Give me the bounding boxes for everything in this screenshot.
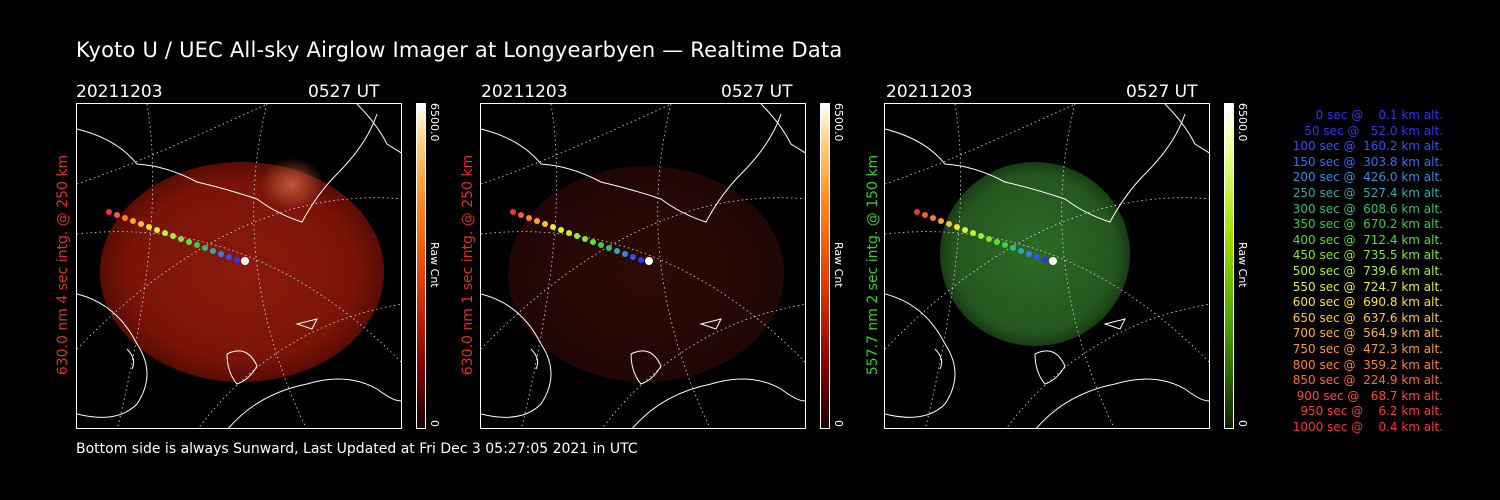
panel-3-date: 20211203 — [886, 82, 973, 102]
panel-3-colorbar-label: Raw Cnt — [1236, 242, 1249, 288]
panel-1-colorbar-max: 6500.0 — [428, 103, 441, 142]
airglow-disc — [940, 162, 1130, 346]
trajectory-legend: 0 sec @ 0.1 km alt. 50 sec @ 52.0 km alt… — [1255, 108, 1443, 435]
legend-item: 500 sec @ 739.6 km alt. — [1288, 263, 1443, 278]
panel-1-colorbar-label: Raw Cnt — [428, 242, 441, 288]
legend-item: 550 sec @ 724.7 km alt. — [1288, 279, 1443, 294]
legend-item: 50 sec @ 52.0 km alt. — [1296, 123, 1443, 138]
legend-item: 1000 sec @ 0.4 km alt. — [1292, 419, 1443, 434]
lat-lon-grid — [885, 104, 1209, 428]
panel-1-colorbar-min: 0 — [428, 420, 441, 427]
legend-item: 250 sec @ 527.4 km alt. — [1288, 185, 1443, 200]
legend-item: 900 sec @ 68.7 km alt. — [1292, 388, 1443, 403]
panel-1-time: 0527 UT — [308, 82, 380, 102]
legend-item: 350 sec @ 670.2 km alt. — [1288, 217, 1443, 232]
panel-2-colorbar-label: Raw Cnt — [832, 242, 845, 288]
panel-1-date: 20211203 — [76, 82, 163, 102]
panel-3-image — [884, 103, 1210, 429]
panel-3-map — [885, 104, 1209, 428]
legend-item: 600 sec @ 690.8 km alt. — [1288, 295, 1443, 310]
lat-lon-grid — [77, 104, 401, 428]
panel-2-map — [481, 104, 805, 428]
legend-item: 0 sec @ 0.1 km alt. — [1304, 108, 1443, 122]
panel-2-date: 20211203 — [481, 82, 568, 102]
legend-item: 150 sec @ 303.8 km alt. — [1288, 154, 1443, 169]
legend-item: 200 sec @ 426.0 km alt. — [1288, 170, 1443, 185]
trajectory — [106, 209, 249, 265]
airglow-disc — [100, 162, 384, 382]
page-title: Kyoto U / UEC All-sky Airglow Imager at … — [76, 38, 843, 62]
panel-1-colorbar — [416, 103, 426, 429]
trajectory — [510, 209, 653, 265]
legend-item: 750 sec @ 472.3 km alt. — [1288, 341, 1443, 356]
panel-3-colorbar-max: 6500.0 — [1236, 103, 1249, 142]
panel-3-colorbar — [1224, 103, 1234, 429]
legend-item: 650 sec @ 637.6 km alt. — [1288, 310, 1443, 325]
panel-2-colorbar-min: 0 — [832, 420, 845, 427]
panel-1-image — [76, 103, 402, 429]
legend-item: 450 sec @ 735.5 km alt. — [1288, 248, 1443, 263]
panel-2-time: 0527 UT — [721, 82, 793, 102]
legend-item: 800 sec @ 359.2 km alt. — [1288, 357, 1443, 372]
legend-item: 400 sec @ 712.4 km alt. — [1288, 232, 1443, 247]
lat-lon-grid — [481, 104, 805, 428]
panel-2-colorbar-max: 6500.0 — [832, 103, 845, 142]
panel-3-time: 0527 UT — [1126, 82, 1198, 102]
panel-3-ylabel: 557.7 nm 2 sec intg. @ 150 km — [865, 154, 881, 376]
legend-item: 100 sec @ 160.2 km alt. — [1288, 139, 1443, 154]
panel-2-ylabel: 630.0 nm 1 sec intg. @ 250 km — [460, 154, 476, 376]
panel-1-map — [77, 104, 401, 428]
trajectory — [914, 209, 1057, 265]
legend-item: 700 sec @ 564.9 km alt. — [1288, 326, 1443, 341]
panel-3-colorbar-min: 0 — [1236, 420, 1249, 427]
legend-item: 850 sec @ 224.9 km alt. — [1288, 373, 1443, 388]
coastlines — [77, 104, 401, 428]
panel-2-image — [480, 103, 806, 429]
coastlines — [481, 104, 805, 428]
legend-item: 300 sec @ 608.6 km alt. — [1288, 201, 1443, 216]
coastlines — [885, 104, 1209, 428]
aurora-glow — [260, 158, 324, 210]
panel-2-colorbar — [820, 103, 830, 429]
airglow-disc — [508, 166, 784, 382]
footer-status: Bottom side is always Sunward, Last Upda… — [76, 441, 638, 457]
legend-item: 950 sec @ 6.2 km alt. — [1296, 404, 1443, 419]
panel-1-ylabel: 630.0 nm 4 sec intg. @ 250 km — [55, 154, 71, 376]
